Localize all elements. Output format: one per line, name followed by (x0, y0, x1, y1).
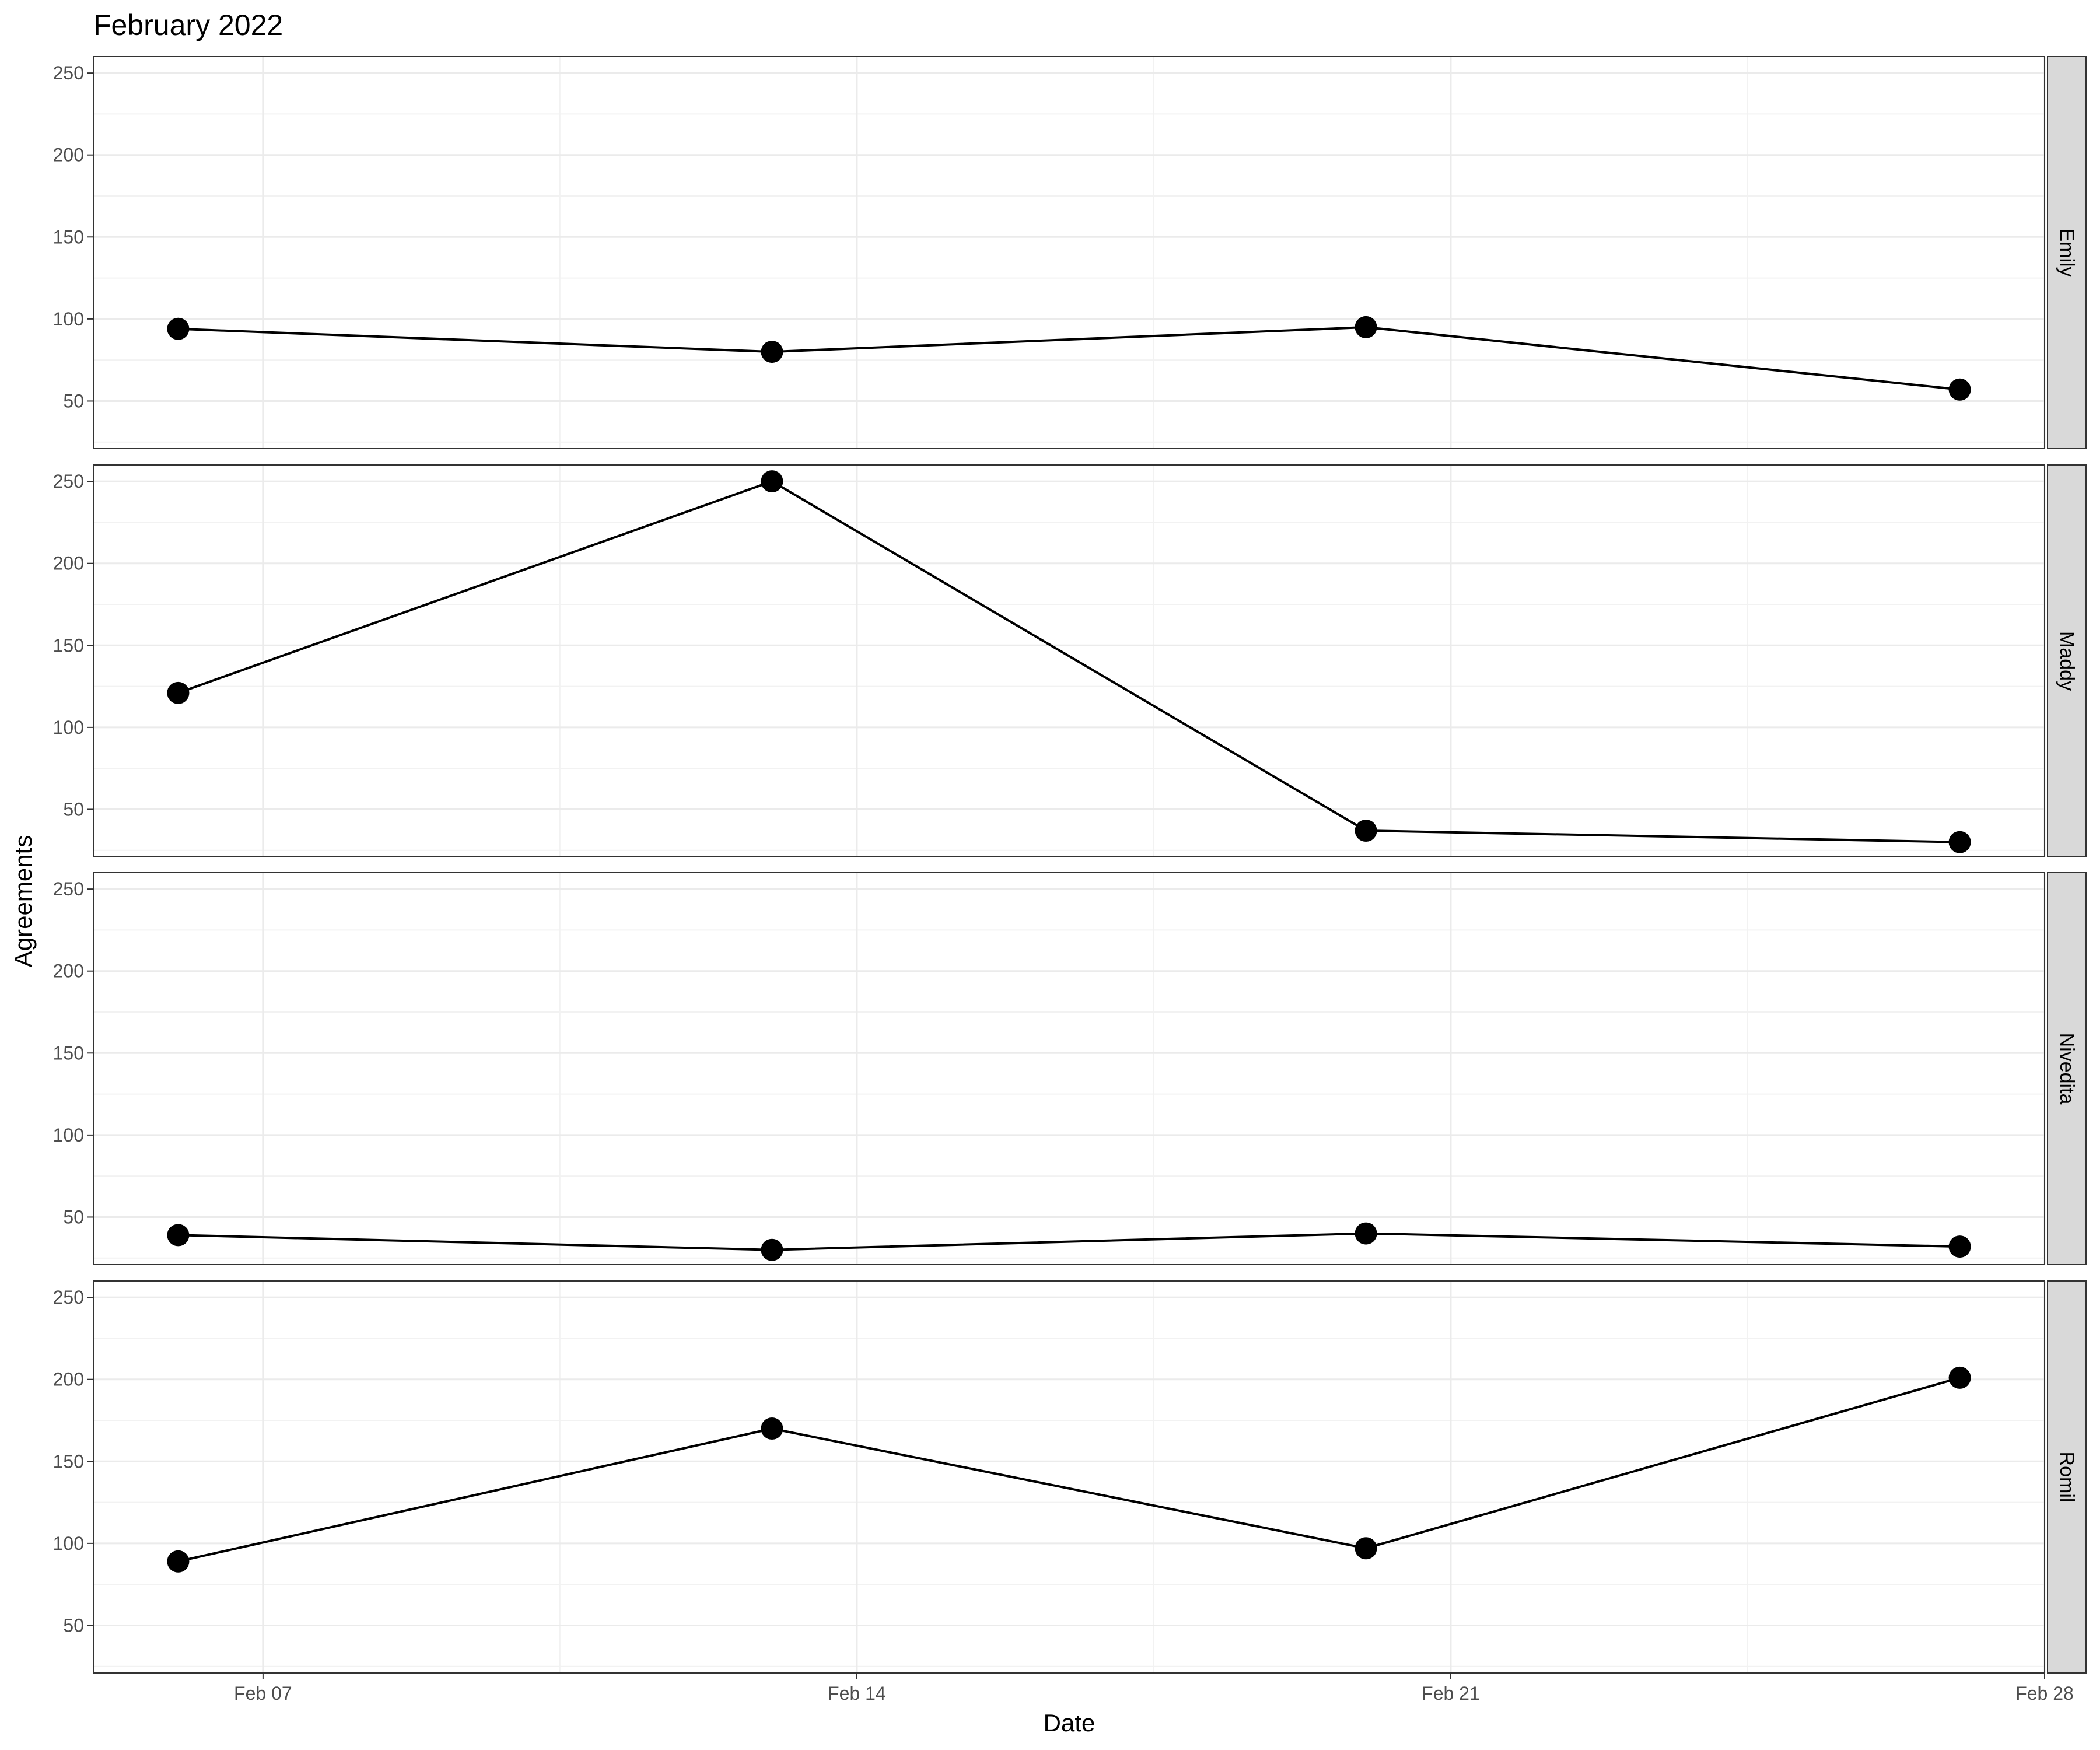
y-tick-label: 150 (53, 226, 84, 247)
data-point (1354, 1222, 1377, 1245)
panel-border (93, 1280, 2045, 1674)
facet-strip-label: Romil (2056, 1452, 2078, 1503)
panel-background (93, 465, 2045, 857)
panel-border (93, 872, 2045, 1265)
y-tick-label: 250 (53, 878, 84, 900)
y-tick-label: 50 (63, 1615, 84, 1636)
data-point (1354, 820, 1377, 842)
facet-panel-emily: 50 100 150 200 250 Emily (53, 56, 2087, 449)
chart-title: February 2022 (93, 9, 283, 41)
facet-strip (2047, 56, 2087, 449)
series-line-nivedita (178, 1232, 1960, 1251)
y-tick-label: 100 (53, 717, 84, 738)
facet-panels: 50100150200250Emily50100150200250Maddy50… (53, 56, 2087, 1704)
data-point (1948, 831, 1971, 853)
data-point (761, 1238, 783, 1261)
y-tick-label: 150 (53, 1451, 84, 1472)
panel-background (93, 57, 2045, 449)
series-line-emily (178, 326, 1960, 391)
x-tick-label: Feb 21 (1422, 1683, 1480, 1704)
facet-strip (2047, 464, 2087, 858)
facet-strip (2047, 872, 2087, 1265)
panel-border (93, 56, 2045, 449)
facet-strip-label: Emily (2056, 228, 2078, 276)
y-tick-label: 200 (53, 145, 84, 166)
x-tick-label: Feb 07 (234, 1683, 292, 1704)
data-point (1354, 316, 1377, 338)
y-tick-label: 250 (53, 1287, 84, 1308)
facet-strip-label: Maddy (2056, 631, 2078, 691)
y-tick-label: 200 (53, 961, 84, 982)
y-tick-label: 100 (53, 309, 84, 330)
data-point (167, 1550, 190, 1573)
facet-strip-label: Nivedita (2056, 1033, 2078, 1105)
y-tick-label: 250 (53, 471, 84, 492)
y-tick-label: 250 (53, 62, 84, 83)
data-point (761, 1418, 783, 1440)
y-tick-label: 50 (63, 390, 84, 411)
panel-background (93, 873, 2045, 1265)
data-point (1354, 1537, 1377, 1560)
y-tick-label: 100 (53, 1125, 84, 1146)
y-tick-label: 100 (53, 1533, 84, 1554)
y-tick-label: 150 (53, 635, 84, 656)
data-point (167, 1224, 190, 1247)
y-tick-label: 200 (53, 553, 84, 574)
y-tick-label: 50 (63, 799, 84, 820)
y-tick-label: 50 (63, 1206, 84, 1227)
facet-panel-maddy: 50 100 150 200 250 Maddy (53, 464, 2087, 858)
data-point (1948, 1366, 1971, 1389)
facet-strip (2047, 1280, 2087, 1674)
data-point (761, 341, 783, 363)
data-point (1948, 378, 1971, 401)
y-tick-label: 150 (53, 1042, 84, 1063)
x-axis-label: Date (1044, 1709, 1096, 1737)
facet-panel-nivedita: 50 100 150 200 250 Nivedita (53, 872, 2087, 1265)
data-point (167, 681, 190, 704)
series-line-maddy (177, 480, 1960, 844)
panel-border (93, 464, 2045, 858)
y-tick-label: 200 (53, 1369, 84, 1390)
y-axis-label: Agreements (9, 835, 37, 967)
facet-panel-romil: 50 100 150 200 250 Romil (53, 1280, 2087, 1674)
panel-background (93, 1281, 2045, 1673)
series-line-romil (177, 1376, 1961, 1563)
x-tick-label: Feb 28 (2015, 1683, 2074, 1704)
data-point (167, 317, 190, 340)
data-point (761, 470, 783, 493)
data-point (1948, 1236, 1971, 1258)
x-tick-label: Feb 14 (828, 1683, 886, 1704)
